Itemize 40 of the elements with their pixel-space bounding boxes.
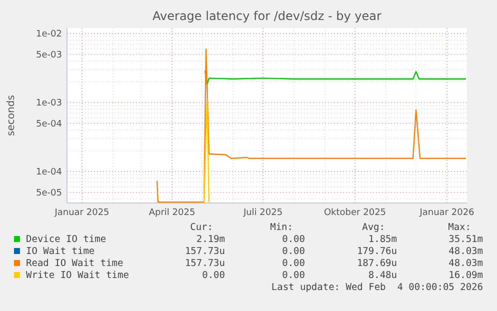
text: 0.00 (282, 246, 306, 257)
text: 1.85m (368, 234, 398, 245)
line-series (204, 70, 467, 86)
legend-label: Write IO Wait time (26, 270, 130, 281)
text: 0.00 (282, 270, 306, 281)
text: Min: (270, 222, 293, 233)
text: 35.51m (448, 234, 484, 245)
text: 157.73u (184, 258, 225, 269)
y-axis-title: seconds (6, 95, 17, 136)
text: Cur: (190, 222, 213, 233)
text: 48.03m (448, 258, 484, 269)
text: Max: (448, 222, 471, 233)
x-tick-label: Oktober 2025 (324, 208, 386, 218)
text: Avg: (362, 222, 385, 233)
y-tick-label: 5e-05 (36, 188, 62, 198)
legend-label: IO Wait time (26, 246, 95, 257)
text: 0.00 (202, 270, 226, 281)
x-tick-label: Januar 2025 (54, 208, 110, 218)
line-series (156, 48, 467, 203)
text: 179.76u (356, 246, 397, 257)
text: 0.00 (282, 234, 306, 245)
legend-label: Device IO time (26, 234, 106, 245)
y-tick-label: 1e-04 (36, 168, 62, 178)
text: 0.00 (282, 258, 306, 269)
x-tick-label: Januar 2026 (418, 208, 475, 218)
text: 8.48u (368, 270, 397, 281)
y-tick-label: 1e-02 (36, 30, 62, 40)
x-tick-label: Juli 2025 (242, 208, 283, 218)
y-tick-label: 5e-04 (36, 119, 62, 130)
text: 48.03m (448, 246, 484, 257)
legend-label: Read IO Wait time (26, 258, 124, 269)
text: 157.73u (184, 246, 225, 257)
text: 16.09m (448, 270, 484, 281)
chart-title: Average latency for /dev/sdz - by year (152, 9, 382, 23)
text: Last update: Wed Feb 4 00:00:05 2026 (271, 282, 484, 293)
text: 187.69u (356, 258, 397, 269)
text: 2.19m (196, 234, 226, 245)
x-tick-label: April 2025 (148, 208, 196, 218)
y-tick-label: 1e-03 (36, 98, 62, 109)
y-tick-label: 5e-03 (36, 50, 62, 60)
